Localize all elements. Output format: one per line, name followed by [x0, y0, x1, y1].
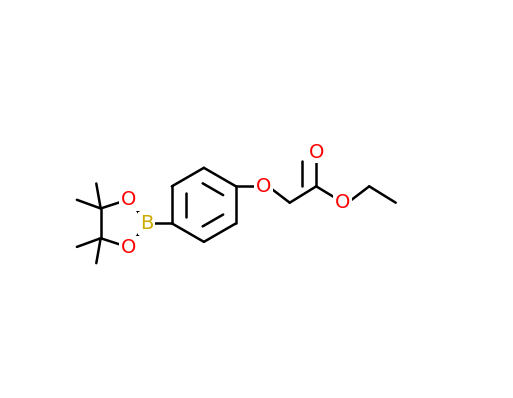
Text: O: O	[121, 238, 136, 257]
Text: O: O	[308, 142, 324, 162]
Text: B: B	[140, 214, 153, 233]
Text: O: O	[255, 177, 271, 196]
Text: O: O	[335, 193, 350, 212]
Text: O: O	[121, 190, 136, 209]
